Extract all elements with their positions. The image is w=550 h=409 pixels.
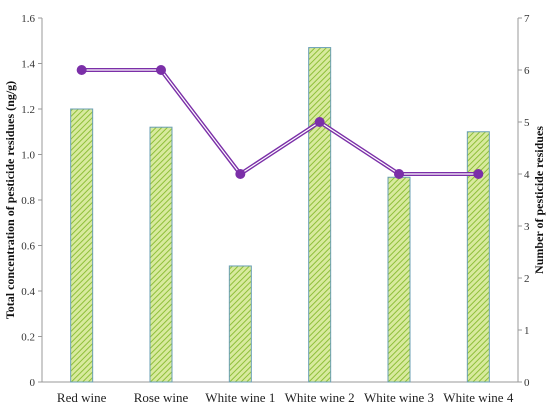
y-tick-label: 1.4: [21, 59, 35, 71]
bar: [387, 176, 411, 383]
data-point: [394, 169, 404, 179]
data-point: [473, 169, 484, 179]
y2-tick-label: 5: [524, 117, 530, 129]
x-tick-label: White wine 1: [205, 390, 275, 405]
y-tick-label: 0.2: [21, 332, 35, 344]
y-tick-label: 1.0: [21, 150, 35, 162]
y-tick-label: 1.2: [21, 104, 35, 116]
y-tick-label: 0.4: [21, 286, 35, 298]
x-tick-label: White wine 2: [285, 390, 355, 405]
x-tick-label: Red wine: [57, 390, 107, 405]
data-point: [314, 117, 325, 127]
y2-tick-label: 0: [524, 377, 530, 389]
series-line-outer: [81, 68, 479, 177]
series-line-inner: [81, 69, 479, 175]
y2-axis-title: Number of pesticide residues: [532, 126, 546, 274]
x-tick-label: White wine 3: [364, 390, 434, 405]
x-tick-label: White wine 4: [443, 390, 514, 405]
data-point: [76, 65, 87, 75]
y2-tick-label: 3: [524, 221, 530, 233]
bar: [228, 265, 252, 383]
y2-tick-label: 1: [524, 325, 530, 337]
y2-tick-label: 2: [524, 273, 530, 285]
y-axis-title: Total concentration of pesticide residue…: [3, 81, 17, 319]
y-tick-label: 0: [30, 377, 36, 389]
x-tick-label: Rose wine: [134, 390, 189, 405]
data-point: [235, 169, 246, 179]
y2-tick-label: 4: [524, 169, 530, 181]
y-tick-label: 0.6: [21, 241, 35, 253]
bar: [70, 108, 94, 383]
bar: [466, 131, 490, 383]
bar: [308, 47, 332, 383]
plot-area: 0 0.2 0.4 0.6 0.8 1.0 1.2 1.4 1.6 0 1 2 3 4 5 6 7 Red win…: [21, 13, 530, 405]
y2-tick-label: 7: [524, 13, 530, 25]
y-tick-label: 0.8: [21, 195, 35, 207]
y-tick-label: 1.6: [21, 13, 35, 25]
data-point: [156, 65, 166, 75]
y2-tick-label: 6: [524, 65, 530, 77]
bar: [149, 126, 173, 383]
